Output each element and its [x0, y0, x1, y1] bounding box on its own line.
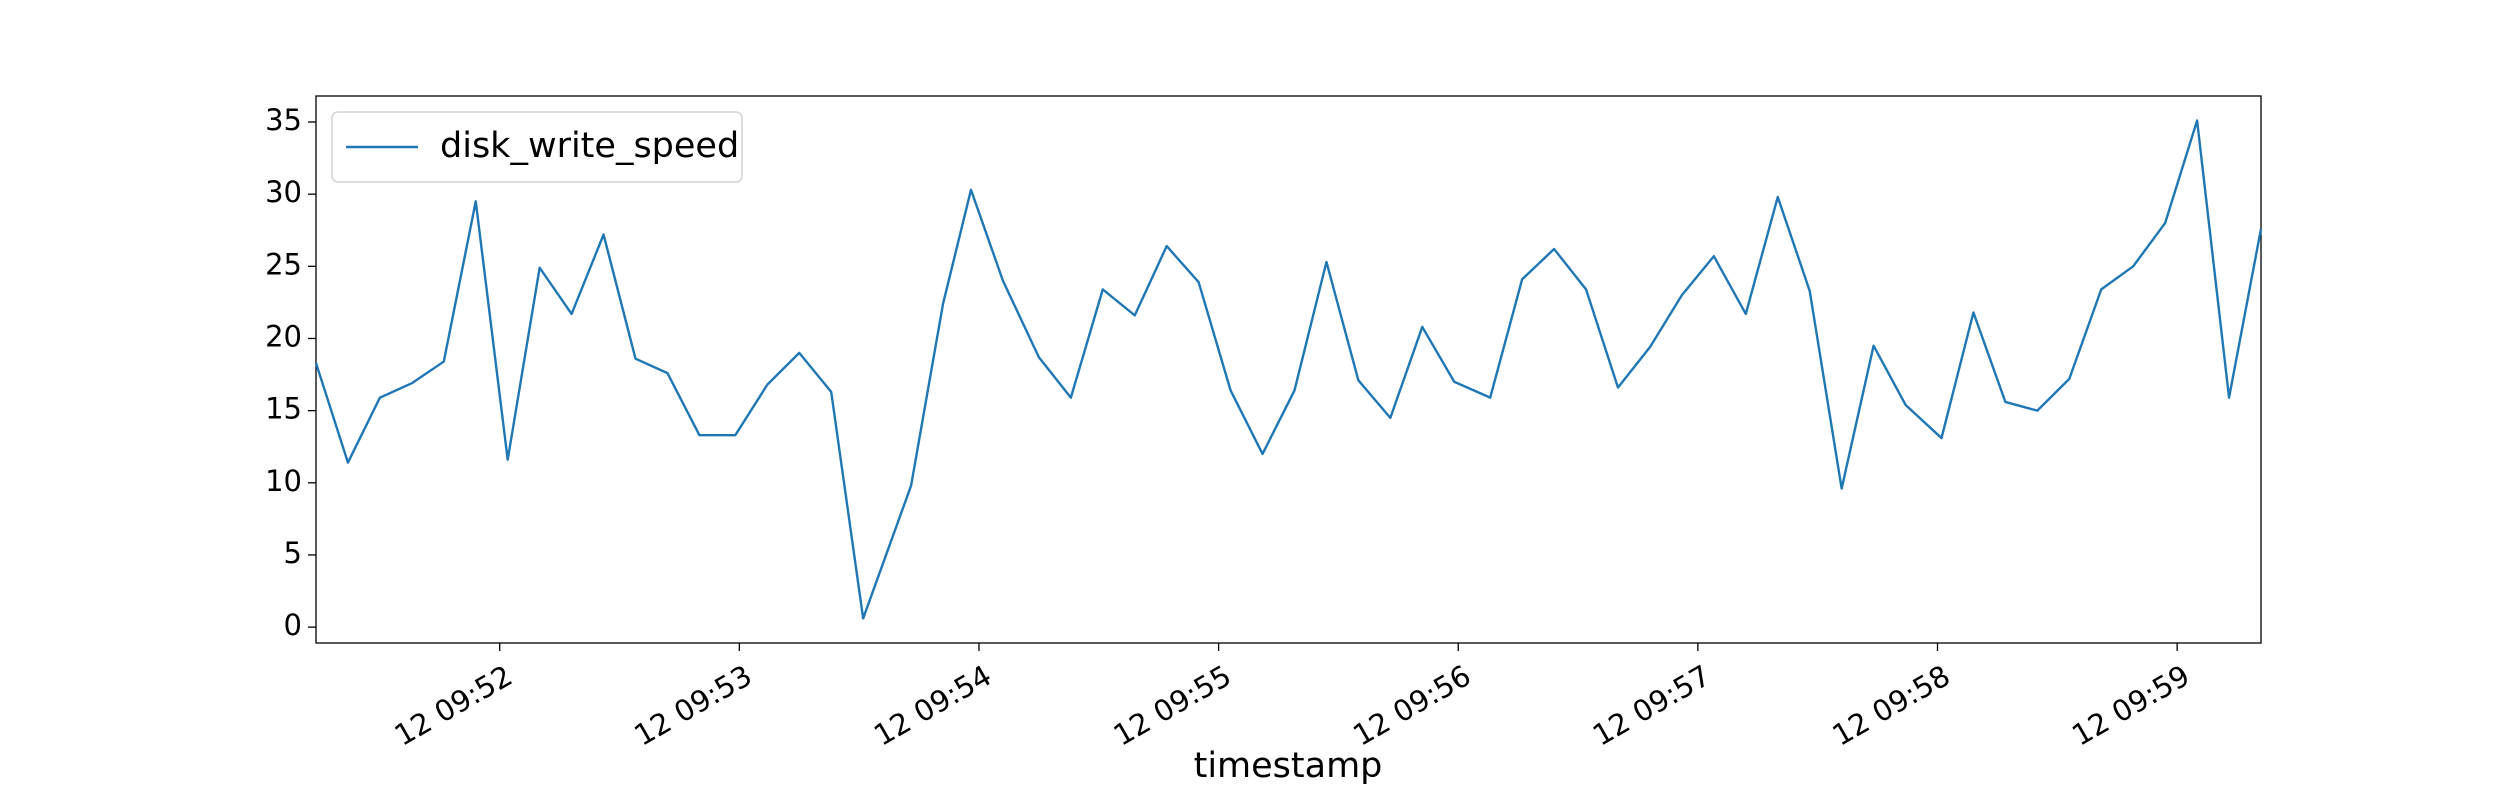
- y-tick-label: 10: [265, 464, 302, 498]
- x-tick-label: 12 09:56: [1347, 658, 1476, 752]
- x-tick-label: 12 09:53: [628, 658, 757, 752]
- data-line: [314, 119, 2263, 620]
- y-tick-label: 25: [265, 247, 302, 281]
- x-tick-label: 12 09:54: [868, 658, 997, 752]
- plot-frame: [315, 95, 2262, 644]
- x-tick-label: 12 09:57: [1587, 658, 1716, 752]
- legend-box: [331, 111, 743, 183]
- legend-label: disk_write_speed: [440, 126, 739, 166]
- x-axis-label: timestamp: [1194, 746, 1383, 786]
- y-tick-label: 5: [284, 536, 302, 570]
- x-tick-label: 12 09:59: [2066, 658, 2195, 752]
- y-tick-label: 30: [265, 175, 302, 209]
- x-tick-label: 12 09:55: [1108, 658, 1237, 752]
- legend: disk_write_speed: [331, 111, 743, 183]
- y-tick-label: 15: [265, 392, 302, 426]
- y-tick-label: 20: [265, 319, 302, 353]
- x-tick-label: 12 09:58: [1826, 658, 1955, 752]
- y-tick-label: 35: [265, 103, 302, 137]
- x-tick-label: 12 09:52: [389, 658, 518, 752]
- y-tick-label: 0: [284, 608, 302, 642]
